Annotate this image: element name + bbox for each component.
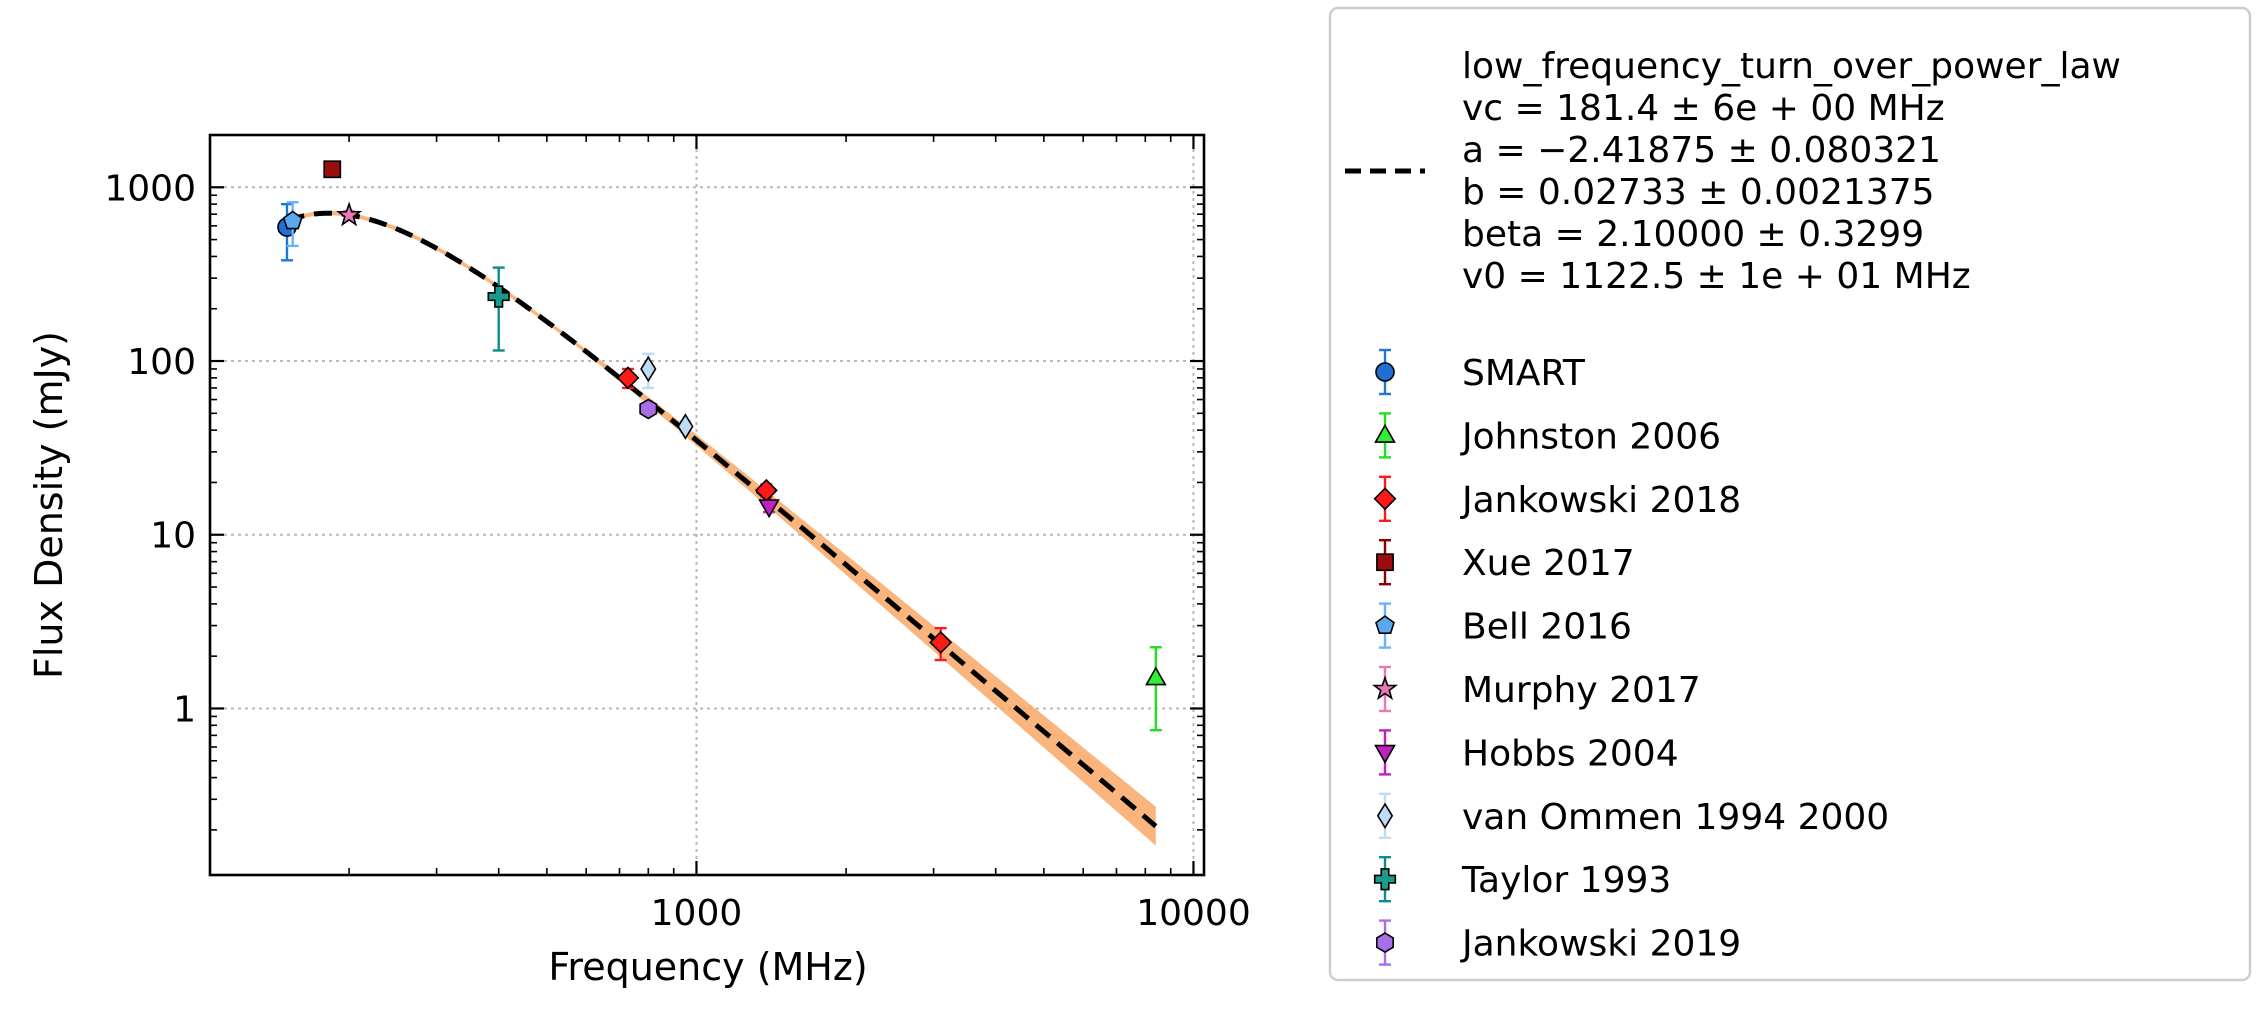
- plot-frame: [208, 133, 1206, 877]
- legend-label: Murphy 2017: [1462, 670, 1701, 711]
- grid-lines: [210, 135, 1204, 875]
- series-bell-2016: [282, 201, 303, 248]
- legend-fit-text: beta = 2.10000 ± 0.3299: [1462, 214, 1924, 255]
- series-murphy-2017: [336, 201, 363, 227]
- legend-marker: [1374, 744, 1396, 764]
- legend-entry: Jankowski 2018: [1373, 475, 1741, 522]
- legend-marker: [1371, 675, 1399, 701]
- legend-entry: Xue 2017: [1376, 539, 1635, 586]
- series-van-ommen-1994-2000: [640, 352, 694, 440]
- data-point: [1145, 666, 1167, 686]
- fit-uncertainty-band: [287, 211, 1156, 846]
- legend-marker: [1376, 553, 1394, 572]
- legend-label: SMART: [1462, 353, 1586, 394]
- data-point: [282, 210, 303, 230]
- legend-label: Hobbs 2004: [1462, 733, 1679, 774]
- data-point: [640, 355, 657, 383]
- legend-marker: [1373, 868, 1397, 891]
- legend-fit-text: b = 0.02733 ± 0.0021375: [1462, 172, 1935, 213]
- legend-marker: [1376, 932, 1394, 954]
- data-point: [616, 366, 640, 390]
- legend-entry: Taylor 1993: [1373, 856, 1671, 903]
- legend-fit-text: v0 = 1122.5 ± 1e + 01 MHz: [1462, 256, 1971, 297]
- data-point: [929, 630, 953, 654]
- y-axis-label: Flux Density (mJy): [27, 331, 71, 679]
- legend-label: Jankowski 2018: [1460, 480, 1741, 521]
- legend-label: Taylor 1993: [1461, 860, 1671, 901]
- fit-curve: [286, 210, 1158, 829]
- legend-label: Johnston 2006: [1460, 416, 1721, 457]
- y-tick-label: 100: [127, 342, 196, 383]
- series-jankowski-2018: [616, 366, 953, 662]
- legend-entry: Hobbs 2004: [1374, 729, 1679, 776]
- y-tick-label: 1000: [104, 168, 196, 209]
- legend-entry: SMART: [1375, 348, 1586, 396]
- legend-label: Xue 2017: [1462, 543, 1635, 584]
- axes: 1000 10000 1 10 100 1000: [104, 133, 1251, 934]
- legend-marker: [1375, 362, 1395, 382]
- legend-marker: [1373, 487, 1397, 511]
- legend-fit-text: low_frequency_turn_over_power_law: [1462, 46, 2121, 87]
- series-hobbs-2004: [758, 499, 780, 519]
- x-tick-label: 1000: [651, 893, 743, 934]
- data-point-error-bar: [492, 266, 505, 352]
- x-tick-label: 10000: [1136, 893, 1251, 934]
- legend-box: [1328, 6, 2252, 982]
- legend-fit-text: a = −2.41875 ± 0.080321: [1462, 130, 1941, 171]
- data-point: [639, 398, 658, 420]
- legend-label: Jankowski 2019: [1460, 924, 1741, 965]
- fit-curve-layer: [286, 210, 1158, 829]
- data-point: [487, 285, 510, 308]
- legend-label: van Ommen 1994 2000: [1462, 797, 1889, 838]
- legend-entry: Johnston 2006: [1374, 412, 1721, 459]
- x-axis-label: Frequency (MHz): [548, 945, 867, 989]
- legend-entry: Bell 2016: [1375, 602, 1632, 649]
- y-tick-label: 10: [150, 516, 196, 557]
- fit-band: [287, 211, 1156, 846]
- legend-marker: [1374, 423, 1396, 443]
- legend-label: Bell 2016: [1462, 607, 1632, 648]
- series-jankowski-2019: [639, 398, 658, 420]
- data-point-error-bar: [1149, 646, 1162, 732]
- legend-entry: Jankowski 2019: [1376, 919, 1741, 966]
- series-johnston-2006: [1145, 646, 1167, 732]
- series-xue-2017: [323, 160, 342, 179]
- legend-marker: [1376, 802, 1394, 830]
- data-point: [758, 499, 780, 519]
- y-tick-label: 1: [173, 689, 196, 730]
- series-taylor-1993: [487, 266, 510, 352]
- data-point: [677, 413, 694, 440]
- data-points: [277, 160, 1167, 732]
- legend-entry: Murphy 2017: [1371, 665, 1701, 713]
- data-point: [336, 201, 363, 227]
- data-point: [323, 160, 342, 179]
- legend-marker: [1375, 615, 1395, 635]
- legend-entry: van Ommen 1994 2000: [1376, 792, 1889, 839]
- legend-fit-text: vc = 181.4 ± 6e + 00 MHz: [1462, 88, 1945, 129]
